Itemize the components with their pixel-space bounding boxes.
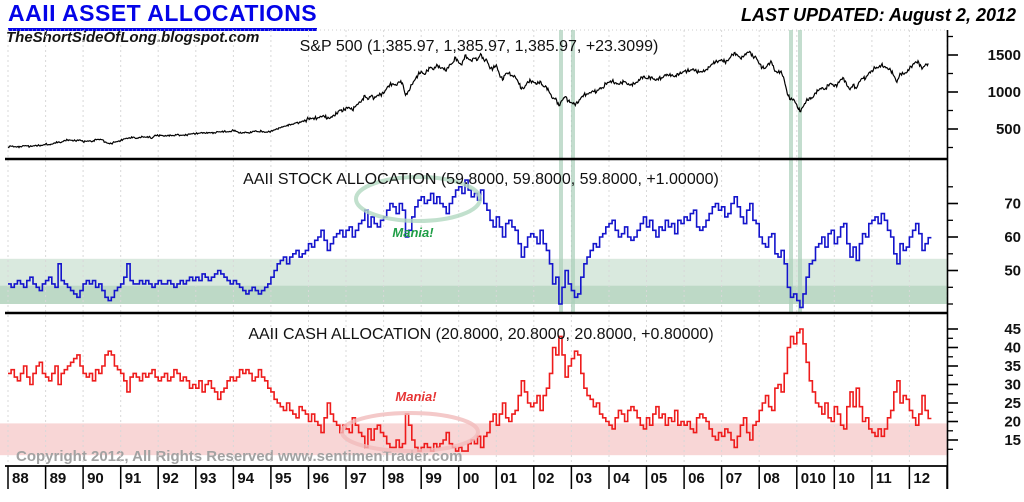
aaii-cash-allocation-axis-label: 15 — [1004, 432, 1021, 449]
aaii-stock-allocation-axis-label: 60 — [1004, 229, 1021, 246]
aaii-cash-allocation-axis-label: 30 — [1004, 377, 1021, 394]
market-bottom-highlight — [559, 30, 563, 313]
cash-mania-label: Mania! — [395, 389, 437, 404]
x-axis-label: 05 — [651, 470, 668, 487]
aaii-stock-allocation-series-line — [8, 179, 932, 309]
x-axis-label: 96 — [313, 470, 330, 487]
x-axis-label: 07 — [726, 470, 743, 487]
x-axis-label: 94 — [237, 470, 254, 487]
cash-allocation-panel-title: AAII CASH ALLOCATION (20.8000, 20.8000, … — [248, 326, 713, 343]
x-axis-label: 91 — [125, 470, 142, 487]
page-title: AAII ASSET ALLOCATIONS — [8, 0, 318, 31]
annotations-layer: Mania! Mania! — [340, 175, 482, 453]
stock-mania-ellipse — [354, 175, 482, 223]
frame-layer — [5, 30, 958, 489]
x-axis-label: 04 — [613, 470, 630, 487]
x-axis-label: 08 — [763, 470, 780, 487]
x-axis-label: 92 — [162, 470, 179, 487]
last-updated-label: LAST UPDATED: August 2, 2012 — [740, 5, 1016, 25]
x-axis-label: 01 — [500, 470, 517, 487]
x-axis-label: 93 — [200, 470, 217, 487]
aaii-stock-allocation-zone-band — [0, 285, 947, 304]
market-bottom-highlight — [798, 30, 802, 313]
x-axis-label: 02 — [538, 470, 555, 487]
x-axis-label: 010 — [801, 470, 826, 487]
aaii-cash-allocation-axis-label: 40 — [1004, 340, 1021, 357]
stock-allocation-panel-title: AAII STOCK ALLOCATION (59.8000, 59.8000,… — [243, 171, 719, 188]
grid-layer — [7, 29, 948, 466]
stock-mania-label: Mania! — [392, 225, 434, 240]
x-axis-label: 10 — [838, 470, 855, 487]
sp500-axis-label: 1500 — [988, 47, 1021, 64]
aaii-cash-allocation-axis-label: 45 — [1004, 321, 1021, 338]
copyright-text: Copyright 2012, All Rights Reserved www.… — [16, 448, 463, 465]
x-axis-label: 98 — [388, 470, 405, 487]
aaii-stock-allocation-axis-label: 50 — [1004, 263, 1021, 280]
x-axis-label: 89 — [50, 470, 67, 487]
aaii-cash-allocation-axis-label: 25 — [1004, 395, 1021, 412]
cash-mania-ellipse — [340, 411, 480, 453]
x-axis-label: 99 — [425, 470, 442, 487]
sp500-axis-label: 1000 — [988, 84, 1021, 101]
sp500-axis-label: 500 — [996, 121, 1021, 138]
x-axis-label: 03 — [575, 470, 592, 487]
aaii-cash-allocation-axis-label: 35 — [1004, 358, 1021, 375]
sp500-series-line — [7, 50, 929, 149]
highlight-layer — [559, 30, 802, 313]
x-axis-label: 12 — [913, 470, 930, 487]
market-bottom-highlight — [789, 30, 793, 313]
x-axis-label: 88 — [12, 470, 29, 487]
sp500-panel-title: S&P 500 (1,385.97, 1,385.97, 1,385.97, +… — [300, 38, 659, 55]
aaii-cash-allocation-axis-label: 20 — [1004, 414, 1021, 431]
x-axis-label: 90 — [87, 470, 104, 487]
x-axis-label: 06 — [688, 470, 705, 487]
x-axis-label: 97 — [350, 470, 367, 487]
aaii-stock-allocation-axis-label: 70 — [1004, 196, 1021, 213]
x-axis-label: 00 — [463, 470, 480, 487]
x-axis-label: 11 — [876, 470, 892, 487]
market-bottom-highlight — [571, 30, 575, 313]
x-axis-label: 95 — [275, 470, 292, 487]
